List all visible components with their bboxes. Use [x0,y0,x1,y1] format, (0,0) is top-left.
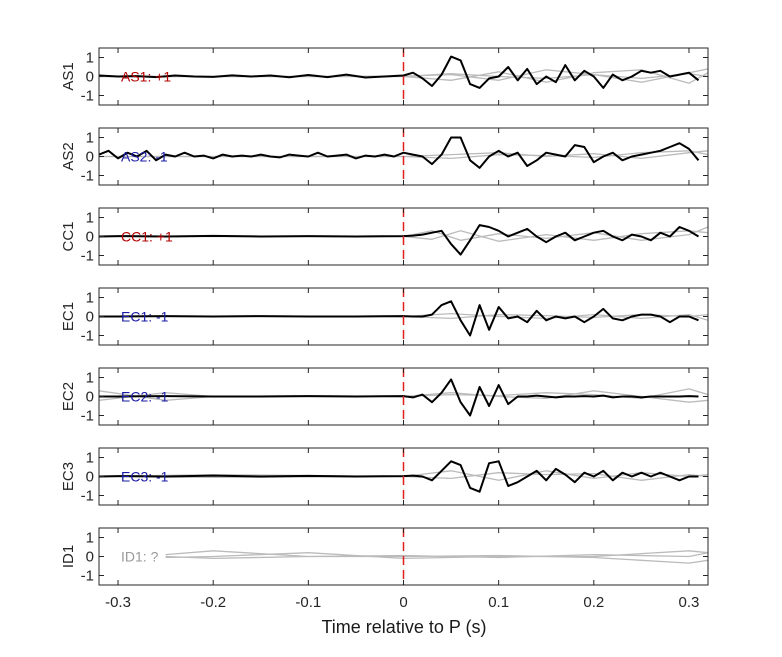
polarity-label: ID1: ? [121,549,159,565]
x-tick-label: -0.1 [295,594,321,611]
background-trace-3 [165,554,708,564]
y-tick-label: 1 [86,450,94,467]
background-trace-1 [99,226,708,241]
y-tick-label: 0 [86,69,94,86]
y-tick-label: 1 [86,290,94,307]
y-tick-label: 0 [86,229,94,246]
y-tick-label: 0 [86,149,94,166]
panel-cc1: CC1: +1 -1 0 1 CC1 [60,207,709,266]
panel-ec3: EC3: -1 -1 0 1 EC3 [60,447,709,506]
y-tick-label: 1 [86,130,94,147]
panel-ec2: EC2: -1 -1 0 1 EC2 [60,367,709,426]
highlight-trace [99,55,700,89]
x-axis-label: Time relative to P (s) [321,617,486,637]
y-axis-label: CC1 [60,221,77,251]
y-axis-label: AS2 [60,142,77,170]
y-tick-label: 1 [86,370,94,387]
highlight-trace [99,224,700,256]
y-tick-label: 1 [86,210,94,227]
plot-traces [99,460,708,493]
plot-traces [99,55,708,89]
x-tick-label: 0.3 [679,594,700,611]
polarity-label: CC1: +1 [121,229,173,245]
panel-as1: AS1: +1 -1 0 1 AS1 [60,47,709,106]
y-axis-label: ID1 [60,545,77,568]
background-trace-2 [165,550,708,560]
x-tick-label: 0.2 [583,594,604,611]
plot-traces [99,300,708,337]
y-tick-label: 0 [86,549,94,566]
panel-ec1: EC1: -1 -1 0 1 EC1 [60,287,709,346]
y-axis-label: EC1 [60,302,77,331]
y-tick-label: 0 [86,389,94,406]
x-tick-label: 0.1 [488,594,509,611]
background-trace-2 [99,472,708,481]
highlight-trace [99,460,699,493]
x-tick-label: 0 [399,594,407,611]
background-trace-2 [99,230,708,242]
y-tick-label: -1 [81,88,94,105]
y-tick-label: 0 [86,469,94,486]
panel-as2: AS2: -1 -1 0 1 AS2 [60,127,709,186]
plot-traces [99,136,708,169]
y-tick-label: -1 [81,488,94,505]
x-tick-label: -0.2 [200,594,226,611]
polarity-label: EC1: -1 [121,309,169,325]
y-tick-label: -1 [81,328,94,345]
polarity-label: AS2: -1 [121,149,168,165]
y-tick-label: -1 [81,248,94,265]
y-tick-label: -1 [81,568,94,585]
x-tick-label: -0.3 [105,594,131,611]
y-axis-label: AS1 [60,62,77,90]
highlight-trace [99,136,700,169]
y-tick-label: 1 [86,50,94,67]
y-tick-label: 0 [86,309,94,326]
polarity-label: EC2: -1 [121,389,169,405]
y-tick-label: -1 [81,168,94,185]
highlight-trace [99,300,699,337]
y-tick-label: -1 [81,408,94,425]
plot-traces [99,224,708,256]
y-axis-label: EC3 [60,462,77,491]
y-axis-label: EC2 [60,382,77,411]
y-tick-label: 1 [86,530,94,547]
polarity-label: EC3: -1 [121,469,169,485]
polarity-label: AS1: +1 [121,69,171,85]
plot-traces [99,378,708,417]
highlight-trace [99,378,699,417]
background-trace-2 [99,150,708,160]
panel-id1: ID1: ? -1 0 1 ID1 -0.3 -0.2 -0.1 0 0.1 0.2 0.3 [60,527,709,611]
plot-traces [165,550,708,564]
